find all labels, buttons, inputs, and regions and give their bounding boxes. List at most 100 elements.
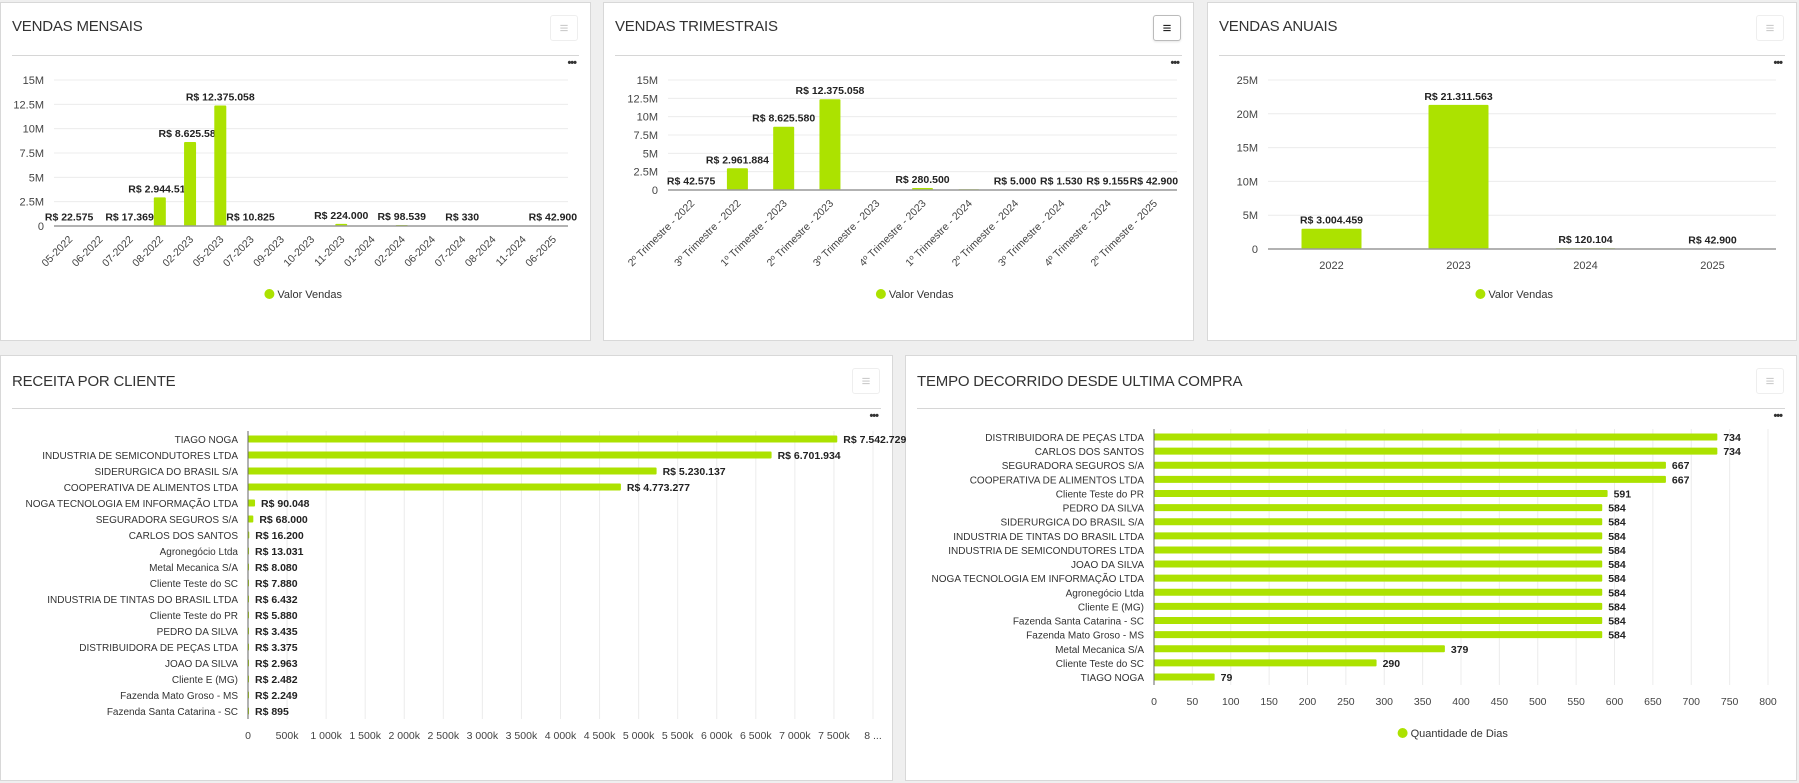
x-tick-label: 2025 — [1700, 260, 1724, 272]
data-label: 734 — [1723, 432, 1741, 444]
bar — [1154, 461, 1666, 469]
y-category-label: Metal Mecanica S/A — [149, 563, 238, 574]
y-tick-label: 15M — [1237, 143, 1258, 155]
x-tick-label: 0 — [245, 730, 251, 742]
bar — [1154, 617, 1603, 625]
y-category-label: PEDRO DA SILVA — [157, 627, 239, 638]
chart-menu-button[interactable]: ≡ — [1756, 368, 1784, 394]
y-tick-label: 7.5M — [20, 148, 44, 160]
y-tick-label: 10M — [1237, 176, 1258, 188]
bar — [248, 499, 256, 507]
y-category-label: COOPERATIVA DE ALIMENTOS LTDA — [64, 483, 239, 494]
y-category-label: SEGURADORA SEGUROS S/A — [96, 515, 239, 526]
data-label: R$ 12.375.058 — [186, 92, 255, 104]
x-tick-label: 2024 — [1573, 260, 1597, 272]
x-tick-label: 150 — [1260, 696, 1278, 708]
data-label: R$ 1.530 — [1040, 176, 1083, 188]
bar — [1154, 546, 1603, 554]
bar — [1154, 504, 1603, 512]
data-label: 379 — [1451, 644, 1469, 656]
data-label: R$ 22.575 — [45, 212, 94, 224]
bar — [1154, 631, 1603, 639]
legend-label: Quantidade de Dias — [1411, 728, 1509, 740]
x-tick-label: 4 500k — [584, 730, 616, 742]
y-category-label: JOAO DA SILVA — [1071, 560, 1144, 571]
ellipsis-icon[interactable]: ••• — [567, 57, 577, 69]
bar — [773, 126, 795, 190]
chart-menu-button[interactable]: ≡ — [852, 368, 880, 394]
panel-vendas-anuais: VENDAS ANUAIS ≡ ••• — [1207, 2, 1797, 341]
ellipsis-icon[interactable]: ••• — [1773, 410, 1783, 422]
y-tick-label: 5M — [1243, 210, 1258, 222]
x-tick-label: 07-2024 — [433, 234, 469, 270]
chart-menu-button[interactable]: ≡ — [1756, 15, 1784, 41]
x-tick-label: 7 500k — [818, 730, 850, 742]
ellipsis-icon[interactable]: ••• — [869, 410, 879, 422]
data-label: R$ 17.369 — [105, 212, 154, 224]
hamburger-icon: ≡ — [1765, 19, 1775, 37]
legend-label: Valor Vendas — [889, 289, 954, 301]
x-tick-label: 2023 — [1446, 260, 1470, 272]
x-tick-label: 8 ... — [864, 730, 882, 742]
data-label: R$ 98.539 — [377, 211, 426, 223]
chart-menu-button[interactable]: ≡ — [550, 15, 578, 41]
data-label: 584 — [1608, 630, 1626, 642]
bar — [184, 142, 197, 226]
y-category-label: INDUSTRIA DE SEMICONDUTORES LTDA — [42, 451, 238, 462]
x-tick-label: 350 — [1414, 696, 1432, 708]
data-label: R$ 3.435 — [255, 626, 298, 638]
data-label: R$ 280.500 — [895, 174, 949, 186]
data-label: R$ 3.375 — [255, 642, 298, 654]
x-tick-label: 50 — [1187, 696, 1199, 708]
y-tick-label: 25M — [1237, 75, 1258, 87]
bar — [1154, 673, 1215, 681]
x-tick-label: 10-2023 — [281, 234, 317, 270]
data-label: 667 — [1672, 474, 1690, 486]
data-label: R$ 8.625.580 — [752, 113, 815, 125]
data-label: R$ 10.825 — [226, 212, 275, 224]
y-category-label: SIDERURGICA DO BRASIL S/A — [1000, 518, 1144, 529]
y-category-label: JOAO DA SILVA — [165, 659, 238, 670]
x-tick-label: 05-2023 — [191, 234, 227, 270]
bar — [1154, 532, 1603, 540]
panel-receita-por-cliente: RECEITA POR CLIENTE ≡ ••• — [0, 355, 893, 781]
data-label: 584 — [1608, 559, 1626, 571]
x-tick-label: 750 — [1721, 696, 1739, 708]
legend-marker — [875, 289, 886, 299]
x-tick-label: 3 500k — [506, 730, 538, 742]
data-label: 584 — [1608, 573, 1626, 585]
data-label: R$ 224.000 — [314, 210, 368, 222]
data-label: R$ 6.701.934 — [778, 450, 841, 462]
x-tick-label: 2 500k — [428, 730, 460, 742]
y-category-label: Cliente Teste do PR — [150, 611, 238, 622]
bar — [1154, 433, 1718, 441]
y-category-label: Metal Mecanica S/A — [1055, 645, 1144, 656]
y-tick-label: 10M — [23, 124, 44, 136]
y-category-label: Agronegócio Ltda — [1066, 588, 1145, 599]
x-tick-label: 06-2022 — [70, 234, 106, 270]
x-tick-label: 08-2022 — [130, 234, 166, 270]
data-label: R$ 42.900 — [1688, 235, 1737, 247]
bar — [1301, 228, 1362, 249]
data-label: R$ 330 — [445, 212, 479, 224]
data-label: R$ 8.080 — [255, 562, 298, 574]
data-label: R$ 21.311.563 — [1424, 91, 1492, 103]
x-tick-label: 100 — [1222, 696, 1240, 708]
bar — [726, 168, 748, 190]
x-tick-label: 06-2025 — [523, 234, 559, 270]
bar — [1154, 588, 1603, 596]
data-label: R$ 42.900 — [1130, 176, 1179, 188]
bar — [1154, 447, 1718, 455]
data-label: R$ 5.000 — [994, 176, 1037, 188]
y-category-label: TIAGO NOGA — [175, 435, 239, 446]
chart-menu-button[interactable]: ≡ — [1153, 15, 1181, 41]
y-category-label: INDUSTRIA DE SEMICONDUTORES LTDA — [948, 546, 1144, 557]
ellipsis-icon[interactable]: ••• — [1170, 57, 1180, 69]
panel-vendas-mensais: VENDAS MENSAIS ≡ ••• — [0, 2, 591, 341]
ellipsis-icon[interactable]: ••• — [1773, 57, 1783, 69]
bar — [1154, 560, 1603, 568]
x-tick-label: 200 — [1299, 696, 1317, 708]
hamburger-icon: ≡ — [1162, 19, 1172, 37]
data-label: R$ 2.961.884 — [706, 154, 769, 166]
